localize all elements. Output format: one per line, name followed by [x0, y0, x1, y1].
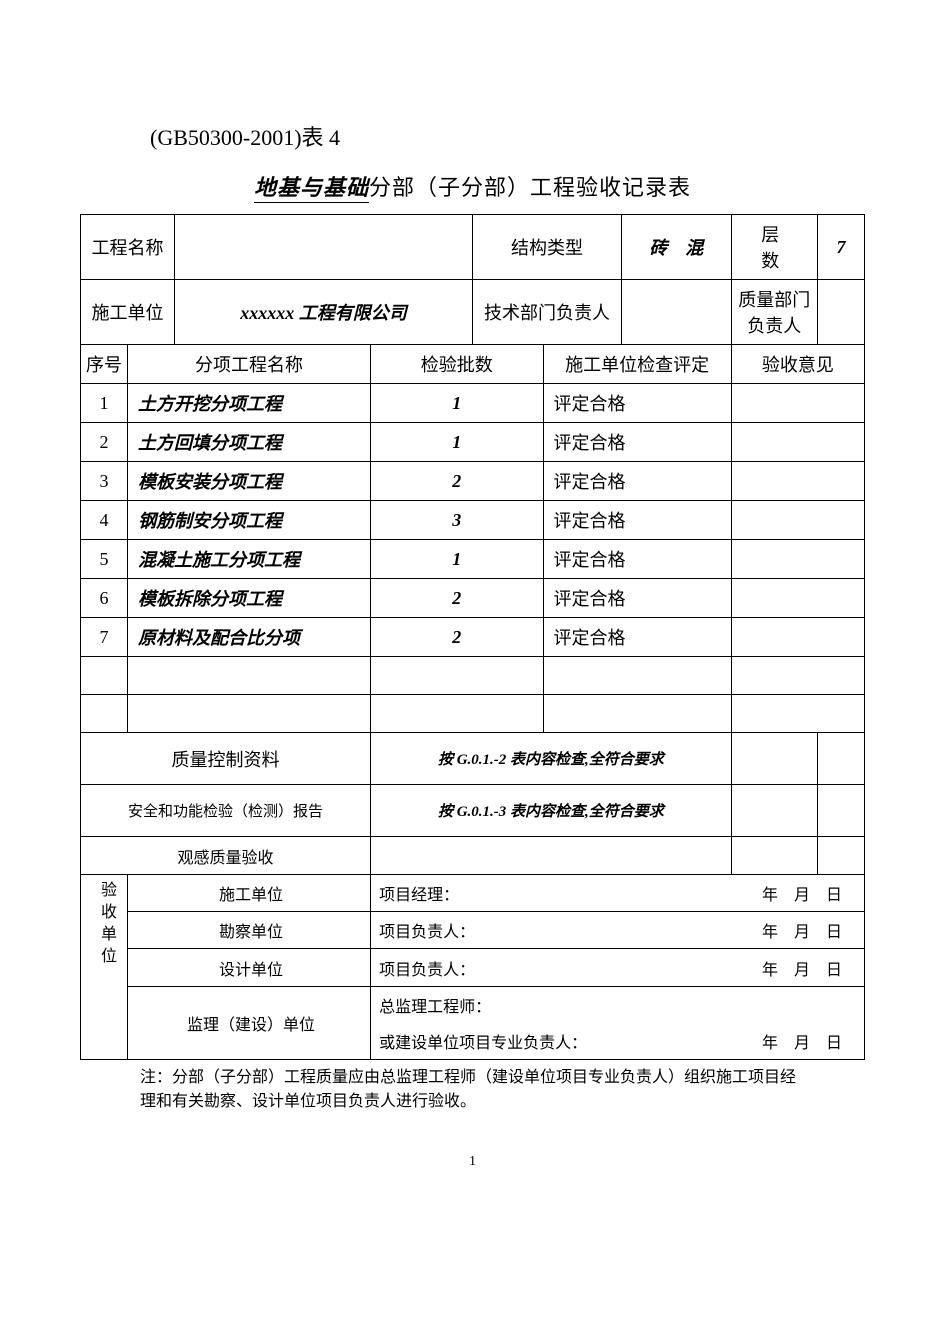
- label-sig-unit: 设计单位: [128, 949, 371, 987]
- col-seq: 序号: [81, 345, 128, 384]
- sig-role: 项目负责人：: [379, 962, 475, 979]
- field-visual: [371, 837, 732, 875]
- field-safety-report: 按 G.0.1.-3 表内容检查,全符合要求: [371, 785, 732, 837]
- cell-seq: 1: [81, 384, 128, 423]
- label-quality-ctrl: 质量控制资料: [81, 733, 371, 785]
- cell-seq: 6: [81, 579, 128, 618]
- sig-role: 项目经理：: [379, 887, 459, 904]
- table-row: 7 原材料及配合比分项 2 评定合格: [81, 618, 865, 657]
- title-italic: 地基与基础: [254, 175, 369, 203]
- cell-seq: 5: [81, 540, 128, 579]
- cell-name: 土方回填分项工程: [128, 423, 371, 462]
- label-floors: 层 数: [731, 215, 817, 280]
- cell-batch: 1: [371, 540, 543, 579]
- field-sig: 项目负责人： 年 月 日: [371, 949, 865, 987]
- field-sig: 或建设单位项目专业负责人： 年 月 日: [371, 1023, 865, 1060]
- table-row: 1 土方开挖分项工程 1 评定合格: [81, 384, 865, 423]
- cell-seq: 4: [81, 501, 128, 540]
- cell-eval: 评定合格: [543, 462, 731, 501]
- table-row: 6 模板拆除分项工程 2 评定合格: [81, 579, 865, 618]
- field-sig: 项目负责人： 年 月 日: [371, 912, 865, 949]
- field-structure-type: 砖 混: [621, 215, 731, 280]
- cell-seq: 2: [81, 423, 128, 462]
- cell-name: 原材料及配合比分项: [128, 618, 371, 657]
- cell-seq: 7: [81, 618, 128, 657]
- footnote: 注：分部（子分部）工程质量应由总监理工程师（建设单位项目专业负责人）组织施工项目…: [140, 1066, 805, 1114]
- sig-date: 年 月 日: [762, 1029, 860, 1053]
- col-eval: 施工单位检查评定: [543, 345, 731, 384]
- cell-opinion: [731, 540, 864, 579]
- cell-name: 土方开挖分项工程: [128, 384, 371, 423]
- label-quality-dept: 质量部门负责人: [731, 280, 817, 345]
- label-construction-unit: 施工单位: [81, 280, 175, 345]
- col-opinion: 验收意见: [731, 345, 864, 384]
- empty-cell: [817, 785, 864, 837]
- cell-name: 模板安装分项工程: [128, 462, 371, 501]
- label-sig-unit: 监理（建设）单位: [128, 987, 371, 1060]
- sig-role: 项目负责人：: [379, 924, 475, 941]
- sig-role: 或建设单位项目专业负责人：: [379, 1035, 587, 1052]
- label-safety-report: 安全和功能检验（检测）报告: [81, 785, 371, 837]
- empty-cell: [817, 837, 864, 875]
- cell-opinion: [731, 501, 864, 540]
- field-tech-dept: [621, 280, 731, 345]
- label-sig-unit: 施工单位: [128, 875, 371, 912]
- field-floors: 7: [817, 215, 864, 280]
- cell-batch: 2: [371, 462, 543, 501]
- cell-batch: 1: [371, 423, 543, 462]
- page-number: 1: [80, 1154, 865, 1170]
- cell-opinion: [731, 579, 864, 618]
- cell-opinion: [731, 423, 864, 462]
- cell-batch: 2: [371, 579, 543, 618]
- sig-date: 年 月 日: [762, 956, 860, 980]
- sig-date: 年 月 日: [762, 918, 860, 942]
- title-rest: 分部（子分部）工程验收记录表: [369, 175, 691, 200]
- cell-seq: 3: [81, 462, 128, 501]
- label-tech-dept: 技术部门负责人: [472, 280, 621, 345]
- col-batch: 检验批数: [371, 345, 543, 384]
- field-quality-ctrl: 按 G.0.1.-2 表内容检查,全符合要求: [371, 733, 732, 785]
- cell-eval: 评定合格: [543, 423, 731, 462]
- table-row: 3 模板安装分项工程 2 评定合格: [81, 462, 865, 501]
- cell-eval: 评定合格: [543, 540, 731, 579]
- cell-opinion: [731, 384, 864, 423]
- label-project-name: 工程名称: [81, 215, 175, 280]
- empty-cell: [731, 785, 817, 837]
- empty-cell: [731, 837, 817, 875]
- cell-opinion: [731, 462, 864, 501]
- table-row: 2 土方回填分项工程 1 评定合格: [81, 423, 865, 462]
- label-accept-unit: 验收单位: [81, 875, 128, 1060]
- label-structure-type: 结构类型: [472, 215, 621, 280]
- empty-cell: [731, 733, 817, 785]
- cell-name: 混凝土施工分项工程: [128, 540, 371, 579]
- label-visual: 观感质量验收: [81, 837, 371, 875]
- cell-eval: 评定合格: [543, 579, 731, 618]
- field-construction-unit: xxxxxx 工程有限公司: [175, 280, 473, 345]
- table-row: 5 混凝土施工分项工程 1 评定合格: [81, 540, 865, 579]
- cell-batch: 1: [371, 384, 543, 423]
- table-row-empty: [81, 695, 865, 733]
- field-project-name: [175, 215, 473, 280]
- cell-opinion: [731, 618, 864, 657]
- field-quality-dept: [817, 280, 864, 345]
- table-row-empty: [81, 657, 865, 695]
- cell-eval: 评定合格: [543, 501, 731, 540]
- empty-cell: [817, 733, 864, 785]
- cell-batch: 3: [371, 501, 543, 540]
- col-subproject: 分项工程名称: [128, 345, 371, 384]
- header-code: (GB50300-2001)表 4: [150, 120, 865, 152]
- table-row: 4 钢筋制安分项工程 3 评定合格: [81, 501, 865, 540]
- cell-eval: 评定合格: [543, 384, 731, 423]
- cell-eval: 评定合格: [543, 618, 731, 657]
- label-sig-unit: 勘察单位: [128, 912, 371, 949]
- cell-batch: 2: [371, 618, 543, 657]
- sig-role: 总监理工程师：: [379, 999, 491, 1016]
- cell-name: 模板拆除分项工程: [128, 579, 371, 618]
- inspection-table: 工程名称 结构类型 砖 混 层 数 7 施工单位 xxxxxx 工程有限公司 技…: [80, 214, 865, 1060]
- field-sig: 总监理工程师：: [371, 987, 865, 1024]
- cell-name: 钢筋制安分项工程: [128, 501, 371, 540]
- field-sig: 项目经理： 年 月 日: [371, 875, 865, 912]
- sig-date: 年 月 日: [762, 881, 860, 905]
- page-title: 地基与基础分部（子分部）工程验收记录表: [80, 170, 865, 202]
